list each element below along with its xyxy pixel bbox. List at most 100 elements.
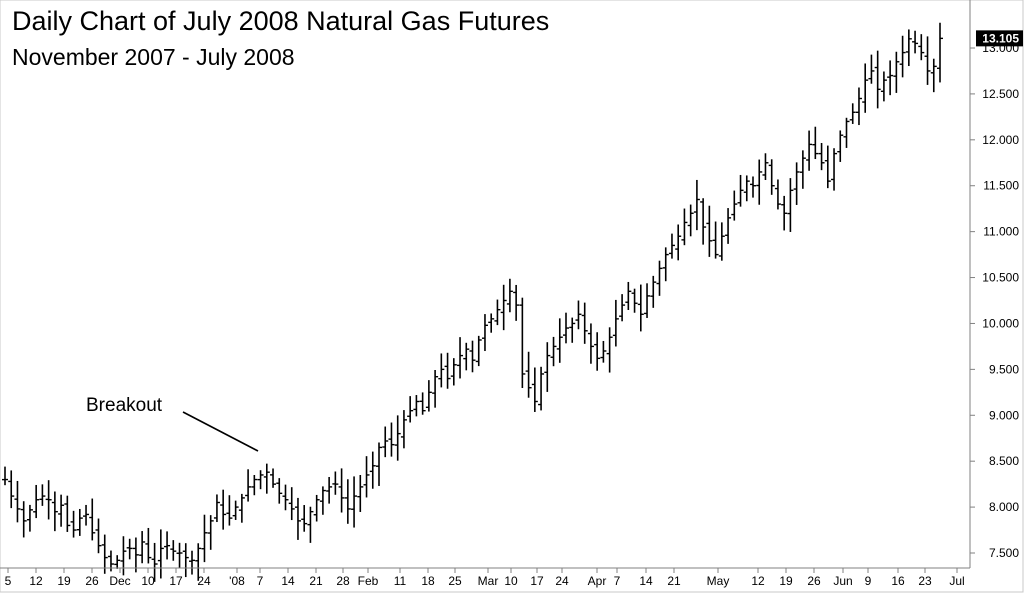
- price-bar: [637, 284, 644, 332]
- price-bar: [675, 224, 682, 261]
- price-bar: [263, 463, 270, 494]
- price-bar: [668, 233, 675, 259]
- price-bar: [151, 542, 158, 582]
- y-tick-label: 12.500: [982, 87, 1019, 101]
- price-bar: [132, 537, 139, 573]
- annotations: Breakout: [86, 395, 259, 452]
- y-tick-label: 11.500: [983, 179, 1019, 193]
- price-bar: [170, 540, 177, 561]
- x-tick-label: 21: [667, 574, 681, 588]
- price-bar: [189, 550, 195, 575]
- x-tick-label: Jul: [949, 574, 964, 588]
- price-bar: [481, 314, 488, 352]
- price-bar: [681, 208, 688, 246]
- y-tick-label: 10.000: [982, 316, 1019, 330]
- x-tick-label: May: [707, 574, 730, 588]
- breakout-pointer-line: [182, 411, 259, 452]
- price-bar: [120, 536, 127, 576]
- price-bar: [95, 518, 102, 554]
- price-bar: [332, 471, 339, 495]
- x-tick-label: 26: [85, 574, 99, 588]
- price-bar: [326, 476, 333, 504]
- price-bar: [457, 337, 464, 379]
- price-bar: [774, 179, 781, 210]
- price-bar: [587, 323, 594, 364]
- price-bar: [145, 527, 152, 564]
- price-bar: [469, 340, 476, 373]
- price-bar: [351, 476, 358, 528]
- x-tick-label: 9: [865, 574, 872, 588]
- price-bar: [20, 501, 27, 538]
- x-tick-label: 19: [779, 574, 793, 588]
- y-tick-label: 12.000: [982, 133, 1019, 147]
- price-bar: [232, 500, 239, 520]
- price-bar: [693, 179, 700, 231]
- price-bar: [793, 162, 800, 205]
- x-tick-label: Dec: [109, 574, 130, 588]
- price-bar: [855, 87, 862, 126]
- price-bar: [407, 396, 414, 423]
- price-bar: [39, 484, 46, 506]
- price-bar: [905, 29, 912, 67]
- x-tick-label: Mar: [478, 574, 499, 588]
- breakout-annotation: Breakout: [86, 395, 163, 416]
- price-bar: [126, 538, 133, 560]
- price-bar: [8, 470, 15, 509]
- y-axis: 7.500 8.000 8.500 9.000 9.500 10.000 10.500 11.…: [969, 0, 1023, 568]
- price-bar: [494, 299, 501, 326]
- y-tick-label: 11.000: [983, 225, 1019, 239]
- price-bar: [806, 130, 813, 171]
- price-bar: [531, 367, 538, 412]
- price-bar: [762, 153, 769, 180]
- price-bar: [245, 469, 252, 502]
- price-bar: [544, 342, 551, 392]
- price-bar: [64, 495, 71, 532]
- price-bar: [812, 126, 819, 160]
- price-bar: [89, 498, 96, 541]
- x-tick-label: 12: [751, 574, 765, 588]
- x-tick-label: 11: [394, 574, 407, 588]
- price-bar: [818, 143, 825, 171]
- price-bar: [500, 284, 507, 331]
- x-tick-label: 19: [57, 574, 71, 588]
- price-bar: [538, 366, 545, 411]
- price-bar: [294, 497, 301, 540]
- price-bar: [650, 275, 657, 308]
- chart-subtitle: November 2007 - July 2008: [12, 44, 295, 70]
- x-tick-label: 24: [197, 574, 211, 588]
- price-bar: [862, 63, 869, 113]
- price-bar: [444, 352, 451, 389]
- price-bar: [606, 327, 613, 373]
- x-tick-label: 28: [336, 574, 350, 588]
- price-bar: [519, 297, 526, 389]
- price-bar: [26, 504, 33, 532]
- price-bar: [930, 58, 937, 93]
- price-bar: [893, 51, 900, 93]
- x-tick-label: 23: [918, 574, 932, 588]
- price-bar: [382, 426, 389, 458]
- price-bar: [45, 480, 52, 520]
- price-bar: [475, 335, 482, 367]
- price-bar: [594, 332, 601, 371]
- price-bar: [51, 491, 58, 532]
- price-bar: [731, 190, 738, 221]
- price-bar: [918, 34, 925, 61]
- x-tick-label: 10: [504, 574, 518, 588]
- price-bar: [363, 456, 370, 498]
- x-tick-label: Feb: [358, 574, 379, 588]
- price-bar: [737, 174, 744, 207]
- price-bar: [631, 288, 638, 313]
- x-tick-label: '08: [229, 574, 245, 588]
- price-bar: [58, 494, 65, 527]
- y-tick-label: 8.500: [989, 454, 1019, 468]
- price-bar: [837, 130, 844, 162]
- price-bar: [768, 159, 775, 195]
- price-bar: [843, 117, 850, 148]
- price-bar: [450, 358, 457, 386]
- price-bar: [463, 342, 470, 371]
- price-bar: [413, 395, 420, 417]
- price-bar: [687, 204, 694, 237]
- price-bar: [207, 515, 214, 550]
- price-bar: [781, 195, 788, 231]
